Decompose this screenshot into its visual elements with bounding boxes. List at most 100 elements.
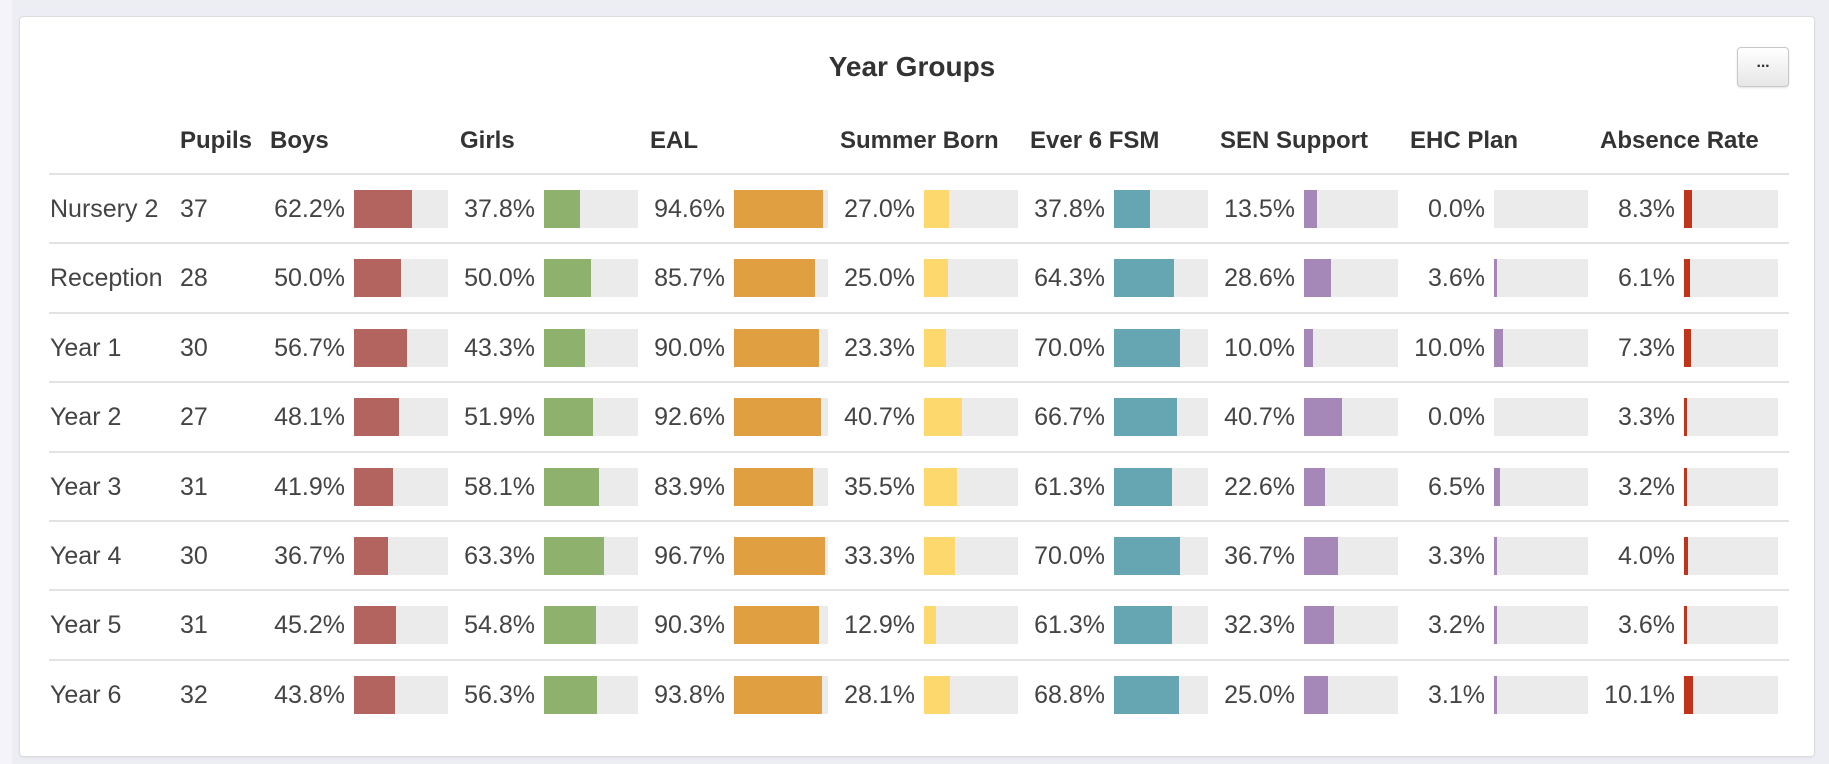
sen-support-value: 25.0%	[1224, 680, 1295, 709]
row-divider	[49, 520, 1789, 522]
row-name: Year 1	[50, 333, 122, 362]
ever-6-fsm-bar	[1114, 467, 1208, 506]
boys-bar	[354, 398, 448, 437]
header-absence-rate: Absence Rate	[1600, 127, 1759, 154]
girls-value: 51.9%	[464, 403, 535, 432]
table-row: Reception 28 50.0% 50.0% 85.7% 25.0% 64.3% 28.6…	[20, 243, 1814, 312]
sen-support-bar-fill	[1304, 398, 1343, 437]
boys-bar	[354, 606, 448, 645]
absence-rate-bar	[1684, 675, 1778, 714]
ever-6-fsm-bar-fill	[1114, 467, 1172, 506]
row-pupils: 30	[180, 333, 208, 362]
row-name: Nursery 2	[50, 195, 159, 223]
boys-bar-fill	[354, 467, 394, 506]
absence-rate-value: 10.1%	[1604, 680, 1675, 709]
ever-6-fsm-bar	[1114, 398, 1208, 437]
absence-rate-value: 8.3%	[1618, 195, 1675, 223]
ever-6-fsm-bar	[1114, 675, 1208, 714]
eal-value: 92.6%	[654, 403, 725, 432]
ever-6-fsm-value: 70.0%	[1034, 542, 1105, 570]
row-pupils: 37	[180, 195, 208, 223]
more-options-button[interactable]: ···	[1737, 47, 1789, 87]
girls-bar-fill	[544, 467, 599, 506]
sen-support-bar	[1304, 675, 1398, 714]
row-name: Year 5	[50, 611, 122, 640]
eal-bar-fill	[734, 537, 825, 575]
ehc-plan-value: 0.0%	[1428, 195, 1485, 223]
ehc-plan-bar-fill	[1494, 259, 1498, 298]
ever-6-fsm-value: 61.3%	[1034, 472, 1105, 501]
boys-bar	[354, 467, 448, 506]
boys-bar	[354, 675, 448, 714]
summer-born-bar-fill	[924, 675, 951, 714]
girls-value: 56.3%	[464, 680, 535, 709]
boys-bar-fill	[354, 259, 401, 298]
absence-rate-bar-fill	[1684, 675, 1694, 714]
summer-born-bar	[924, 467, 1018, 506]
ehc-plan-bar	[1494, 259, 1588, 298]
header-sen-support: SEN Support	[1220, 127, 1368, 154]
eal-bar-fill	[734, 606, 819, 645]
panel-title: Year Groups	[828, 51, 996, 82]
row-divider	[49, 381, 1789, 384]
boys-bar-fill	[354, 675, 396, 714]
row-pupils: 31	[180, 611, 208, 640]
summer-born-value: 25.0%	[844, 264, 915, 293]
boys-bar-fill	[354, 537, 389, 575]
eal-value: 93.8%	[654, 680, 725, 709]
ehc-plan-value: 6.5%	[1428, 472, 1485, 501]
ever-6-fsm-bar	[1114, 328, 1208, 367]
girls-bar	[544, 328, 638, 367]
ehc-plan-value: 3.6%	[1428, 264, 1485, 293]
sen-support-value: 13.5%	[1224, 195, 1295, 223]
absence-rate-bar-fill	[1684, 606, 1688, 645]
girls-bar-fill	[544, 537, 604, 575]
ever-6-fsm-bar-fill	[1114, 537, 1180, 575]
absence-rate-value: 6.1%	[1618, 264, 1675, 293]
absence-rate-value: 7.3%	[1618, 333, 1675, 362]
ever-6-fsm-bar-fill	[1114, 190, 1150, 228]
ever-6-fsm-value: 70.0%	[1034, 333, 1105, 362]
summer-born-bar-fill	[924, 190, 950, 228]
header-eal: EAL	[650, 127, 698, 154]
header-pupils: Pupils	[180, 127, 253, 154]
year-groups-panel: Year Groups ··· Pupils Boys Girls EAL Summe…	[19, 16, 1815, 757]
sen-support-bar-fill	[1304, 537, 1339, 575]
boys-bar-fill	[354, 190, 413, 228]
boys-bar	[354, 259, 448, 298]
ehc-plan-value: 3.2%	[1428, 611, 1485, 640]
absence-rate-value: 4.0%	[1618, 542, 1675, 570]
ehc-plan-bar	[1494, 398, 1588, 437]
girls-bar-fill	[544, 675, 597, 714]
summer-born-bar	[924, 675, 1018, 714]
absence-rate-bar-fill	[1684, 398, 1688, 437]
eal-bar-fill	[734, 259, 815, 298]
table-row: Year 4 30 36.7% 63.3% 96.7% 33.3% 70.0% 36.7% 3.…	[20, 521, 1814, 590]
absence-rate-bar-fill	[1684, 467, 1687, 506]
summer-born-bar	[924, 606, 1018, 645]
eal-bar	[734, 190, 828, 228]
boys-value: 36.7%	[274, 542, 345, 570]
girls-value: 37.8%	[464, 195, 535, 223]
table-row: Year 6 32 43.8% 56.3% 93.8% 28.1% 68.8% 25.0% 3.…	[20, 660, 1814, 729]
eal-bar-fill	[734, 190, 823, 228]
boys-value: 43.8%	[274, 680, 345, 709]
sen-support-value: 22.6%	[1224, 472, 1295, 501]
eal-bar	[734, 398, 828, 437]
header-summer-born: Summer Born	[840, 127, 999, 154]
summer-born-bar	[924, 537, 1018, 575]
ehc-plan-bar	[1494, 467, 1588, 506]
eal-bar-fill	[734, 328, 819, 367]
header-ever-6-fsm: Ever 6 FSM	[1030, 127, 1160, 154]
absence-rate-value: 3.3%	[1618, 403, 1675, 432]
eal-value: 85.7%	[654, 264, 725, 293]
sen-support-value: 40.7%	[1224, 403, 1295, 432]
girls-bar-fill	[544, 190, 580, 228]
ever-6-fsm-bar-fill	[1114, 606, 1172, 645]
row-name: Year 2	[50, 403, 122, 432]
sen-support-value: 32.3%	[1224, 611, 1295, 640]
sen-support-bar-fill	[1304, 675, 1328, 714]
boys-bar	[354, 537, 448, 575]
boys-value: 41.9%	[274, 472, 345, 501]
girls-bar-fill	[544, 606, 596, 645]
